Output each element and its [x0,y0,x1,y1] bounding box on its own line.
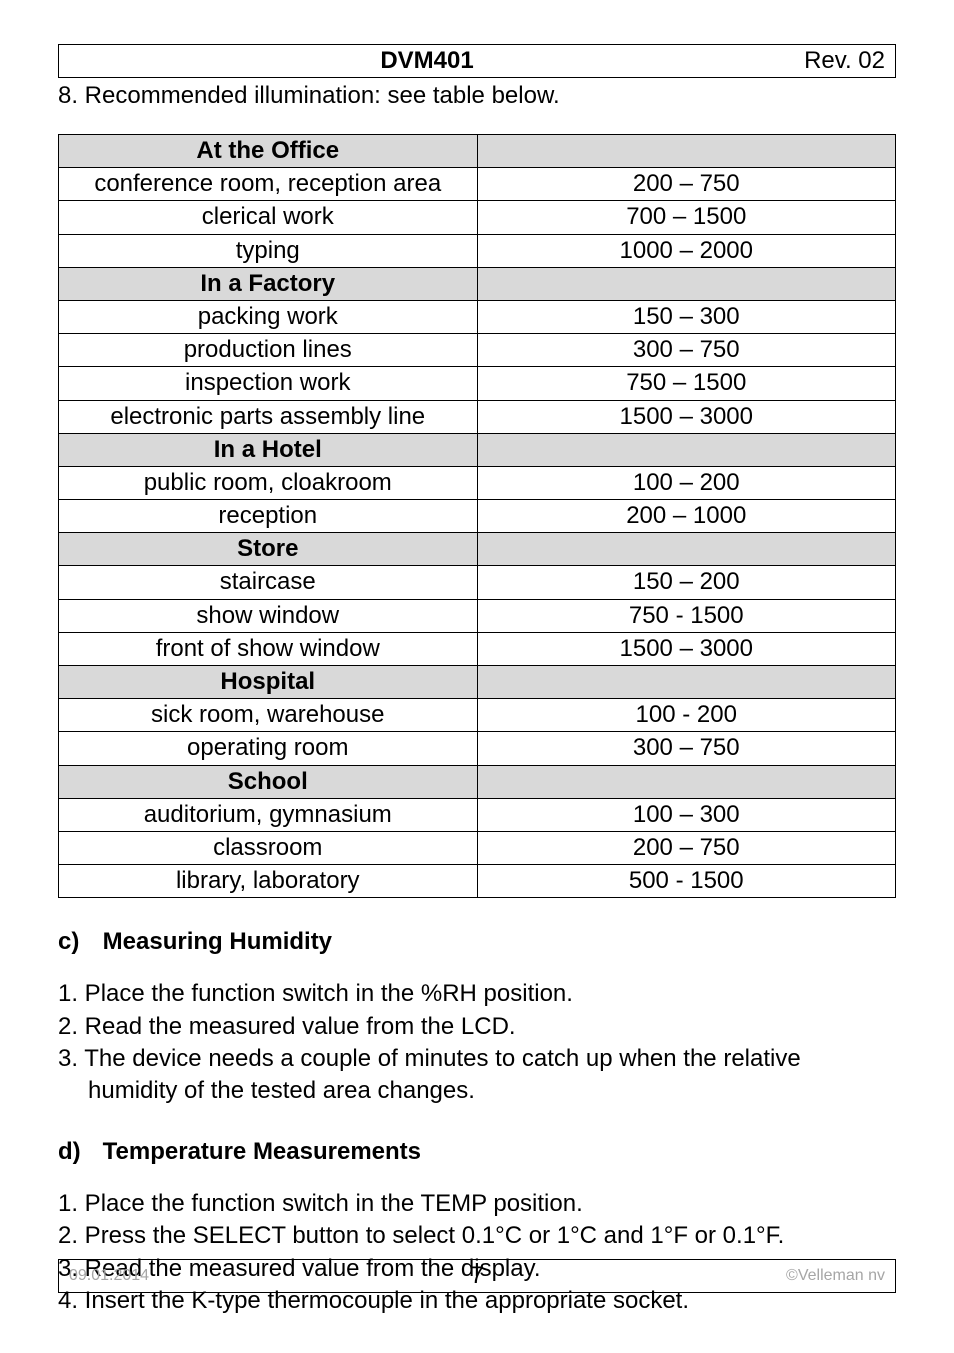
table-location-cell: library, laboratory [59,865,478,898]
table-row: packing work150 – 300 [59,300,896,333]
footer-date: 09.01.2014 [69,1267,189,1285]
step-text: 2. Read the measured value from the LCD. [58,1011,896,1043]
table-row: production lines300 – 750 [59,334,896,367]
table-value-cell: 150 – 200 [477,566,896,599]
section-d-steps: 1. Place the function switch in the TEMP… [58,1188,896,1318]
section-c-steps: 1. Place the function switch in the %RH … [58,978,896,1108]
table-location-cell: packing work [59,300,478,333]
table-row: School [59,765,896,798]
table-value-cell: 100 - 200 [477,699,896,732]
table-location-cell: typing [59,234,478,267]
table-location-cell: show window [59,599,478,632]
table-location-cell: staircase [59,566,478,599]
table-row: Hospital [59,666,896,699]
table-row: inspection work750 – 1500 [59,367,896,400]
table-row: staircase150 – 200 [59,566,896,599]
footer-copy: ©Velleman nv [765,1267,885,1285]
section-d-letter: d) [58,1138,96,1166]
table-location-cell: inspection work [59,367,478,400]
table-value-cell: 500 - 1500 [477,865,896,898]
table-location-cell: operating room [59,732,478,765]
header-rev: Rev. 02 [785,47,885,75]
section-c-letter: c) [58,928,96,956]
section-d-title: Temperature Measurements [103,1138,421,1165]
step-text: 3. The device needs a couple of minutes … [58,1043,896,1108]
table-value-cell: 150 – 300 [477,300,896,333]
table-section-empty [477,135,896,168]
table-row: conference room, reception area200 – 750 [59,168,896,201]
table-value-cell: 700 – 1500 [477,201,896,234]
table-value-cell: 200 – 1000 [477,500,896,533]
table-row: electronic parts assembly line1500 – 300… [59,400,896,433]
table-section-empty [477,666,896,699]
table-row: In a Hotel [59,433,896,466]
table-row: reception200 – 1000 [59,500,896,533]
section-d-heading: d) Temperature Measurements [58,1138,896,1166]
table-location-cell: reception [59,500,478,533]
table-location-cell: clerical work [59,201,478,234]
step-text: 1. Place the function switch in the %RH … [58,978,896,1010]
table-row: In a Factory [59,267,896,300]
table-location-cell: public room, cloakroom [59,466,478,499]
table-row: typing1000 – 2000 [59,234,896,267]
table-row: At the Office [59,135,896,168]
table-row: front of show window1500 – 3000 [59,632,896,665]
table-row: clerical work700 – 1500 [59,201,896,234]
table-location-cell: electronic parts assembly line [59,400,478,433]
table-value-cell: 300 – 750 [477,334,896,367]
header-title: DVM401 [69,47,785,75]
table-value-cell: 1000 – 2000 [477,234,896,267]
table-location-cell: front of show window [59,632,478,665]
table-section-empty [477,267,896,300]
table-section-label: Hospital [59,666,478,699]
table-value-cell: 1500 – 3000 [477,632,896,665]
header-box: DVM401 Rev. 02 [58,44,896,78]
table-section-empty [477,765,896,798]
page-container: DVM401 Rev. 02 8. Recommended illuminati… [0,0,954,1353]
table-value-cell: 1500 – 3000 [477,400,896,433]
table-section-label: In a Hotel [59,433,478,466]
table-row: classroom200 – 750 [59,831,896,864]
table-section-label: At the Office [59,135,478,168]
table-row: sick room, warehouse100 - 200 [59,699,896,732]
table-row: public room, cloakroom100 – 200 [59,466,896,499]
table-value-cell: 200 – 750 [477,168,896,201]
table-row: Store [59,533,896,566]
footer-box: 09.01.2014 7 ©Velleman nv [58,1259,896,1293]
table-location-cell: auditorium, gymnasium [59,798,478,831]
table-row: show window750 - 1500 [59,599,896,632]
table-section-empty [477,433,896,466]
step-text: 1. Place the function switch in the TEMP… [58,1188,896,1220]
table-row: operating room300 – 750 [59,732,896,765]
table-value-cell: 100 – 200 [477,466,896,499]
table-value-cell: 100 – 300 [477,798,896,831]
footer-page: 7 [189,1262,765,1290]
intro-text: 8. Recommended illumination: see table b… [58,82,896,110]
table-value-cell: 750 – 1500 [477,367,896,400]
table-row: auditorium, gymnasium100 – 300 [59,798,896,831]
table-location-cell: classroom [59,831,478,864]
section-c-title: Measuring Humidity [103,928,332,955]
table-location-cell: production lines [59,334,478,367]
table-section-empty [477,533,896,566]
table-value-cell: 300 – 750 [477,732,896,765]
table-location-cell: sick room, warehouse [59,699,478,732]
table-row: library, laboratory500 - 1500 [59,865,896,898]
table-section-label: Store [59,533,478,566]
table-section-label: In a Factory [59,267,478,300]
table-location-cell: conference room, reception area [59,168,478,201]
table-section-label: School [59,765,478,798]
table-value-cell: 200 – 750 [477,831,896,864]
step-text: 2. Press the SELECT button to select 0.1… [58,1220,896,1252]
table-value-cell: 750 - 1500 [477,599,896,632]
section-c-heading: c) Measuring Humidity [58,928,896,956]
illumination-table: At the Officeconference room, reception … [58,134,896,898]
